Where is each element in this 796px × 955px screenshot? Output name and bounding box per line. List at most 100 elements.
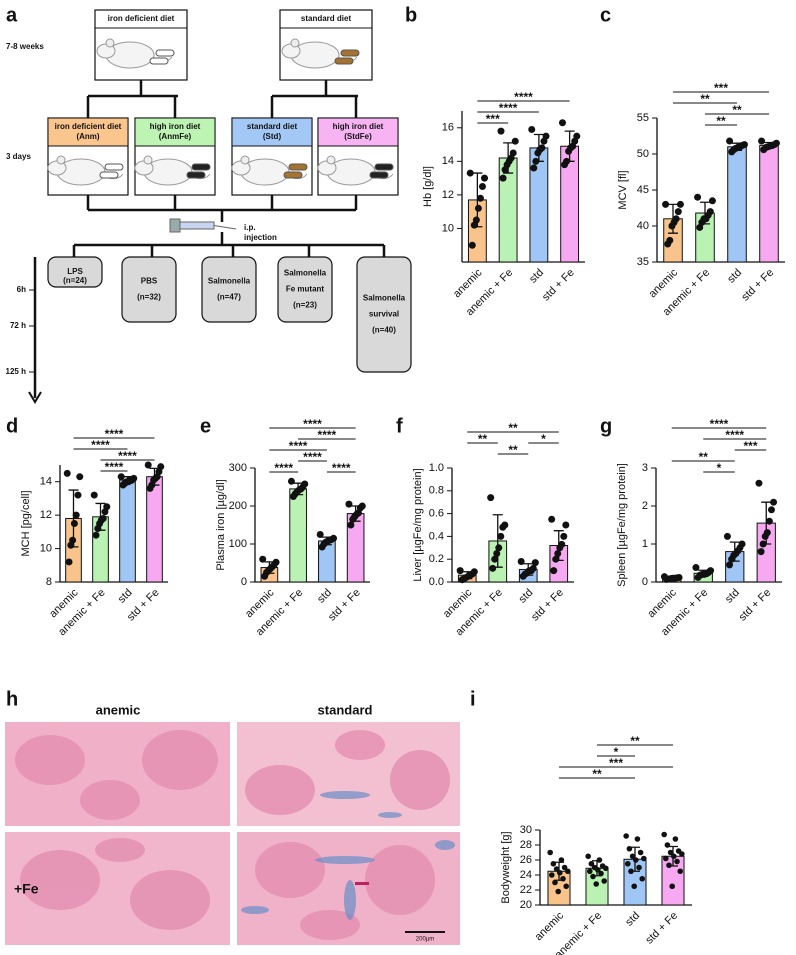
treatment-label: PBS	[141, 277, 158, 286]
data-point	[478, 183, 486, 190]
significance-label: **	[508, 421, 518, 435]
y-tick-label: 12	[40, 509, 52, 521]
pellet	[149, 57, 169, 65]
x-tick-label: std	[315, 587, 334, 606]
x-tick-label: std	[527, 267, 546, 286]
significance-label: ****	[105, 427, 124, 441]
data-point	[758, 137, 766, 145]
significance-label: **	[630, 734, 640, 748]
pellet	[340, 49, 360, 57]
data-point	[641, 855, 647, 862]
data-point	[347, 521, 355, 529]
data-point	[552, 555, 560, 563]
connector	[86, 195, 358, 222]
data-point	[94, 525, 102, 533]
x-tick-label: std + Fe	[643, 910, 680, 947]
data-point	[495, 544, 503, 552]
tissue-texture	[15, 730, 450, 940]
pellet	[155, 49, 175, 57]
data-point	[489, 564, 497, 572]
data-point	[662, 200, 670, 208]
data-point	[639, 875, 646, 882]
data-point	[679, 851, 685, 857]
y-tick-label: 200	[229, 500, 247, 512]
significance-label: ****	[318, 428, 337, 442]
group-header	[317, 117, 399, 147]
data-point	[558, 857, 565, 863]
significance-label: ***	[714, 81, 728, 95]
data-point	[770, 498, 778, 506]
y-tick-label: 0.0	[429, 576, 444, 588]
data-point	[558, 119, 566, 127]
x-tick-label: std + Fe	[326, 587, 363, 624]
data-point	[590, 873, 596, 880]
y-tick-label: 0.4	[429, 530, 444, 542]
data-point	[487, 494, 495, 502]
data-point	[755, 479, 763, 487]
data-point	[528, 125, 536, 133]
pellet	[191, 163, 211, 171]
data-point	[119, 481, 127, 489]
y-axis-label: Liver [µgFe/mg protein]	[412, 468, 424, 581]
data-point	[631, 883, 637, 890]
column-label: anemic	[96, 702, 141, 717]
data-point	[662, 855, 669, 862]
data-point	[554, 550, 562, 557]
y-axis-label: Plasma iron [µg/dl]	[215, 479, 227, 570]
timeline-arrow	[28, 391, 42, 404]
data-point	[694, 573, 702, 581]
data-point	[765, 517, 773, 525]
y-tick-label: 40	[637, 220, 649, 232]
y-axis-label: Spleen [µgFe/mg protein]	[616, 463, 628, 587]
y-tick-label: 0	[642, 576, 648, 588]
data-point	[470, 221, 478, 229]
data-point	[92, 531, 100, 539]
data-point	[540, 137, 548, 145]
panel-letter: h	[6, 688, 18, 710]
panel-letter: d	[6, 415, 18, 437]
injection-label: i.p.	[244, 223, 256, 232]
y-tick-label: 12	[442, 189, 454, 201]
data-point	[726, 561, 734, 569]
data-point	[676, 200, 684, 208]
significance-label: ****	[710, 417, 729, 431]
data-point	[674, 858, 680, 865]
significance-label: ****	[289, 439, 308, 453]
data-point	[72, 511, 80, 519]
significance-label: ****	[274, 461, 293, 475]
data-point	[261, 572, 269, 580]
treatment-box	[121, 256, 177, 323]
significance-label: ***	[609, 756, 623, 770]
data-point	[548, 515, 556, 523]
y-axis-label: Hb [g/dl]	[422, 166, 434, 207]
y-tick-label: 0.8	[429, 485, 444, 497]
data-point	[517, 557, 525, 565]
significance-label: ***	[486, 112, 500, 126]
data-point	[499, 174, 507, 182]
data-point	[726, 137, 734, 145]
y-tick-label: 16	[442, 122, 454, 134]
significance-label: *	[717, 461, 722, 475]
treatment-label: Salmonella	[363, 294, 406, 303]
x-tick-label: std + Fe	[737, 587, 774, 624]
data-point	[511, 137, 519, 145]
data-point	[555, 888, 561, 895]
data-point	[623, 833, 629, 839]
significance-label: ****	[91, 438, 110, 452]
connector	[86, 80, 358, 118]
y-tick-label: 1	[642, 538, 648, 550]
pellet	[369, 171, 389, 179]
data-point	[63, 469, 71, 477]
data-point	[501, 166, 509, 174]
scale-bar-label: 200µm	[416, 937, 434, 943]
data-point	[548, 872, 555, 878]
y-tick-label: 0.6	[429, 508, 444, 520]
y-tick-label: 2	[642, 500, 648, 512]
data-point	[593, 881, 599, 887]
data-point	[667, 849, 674, 856]
y-tick-label: 45	[637, 184, 649, 196]
significance-label: **	[508, 443, 518, 457]
treatment-box	[47, 256, 103, 288]
